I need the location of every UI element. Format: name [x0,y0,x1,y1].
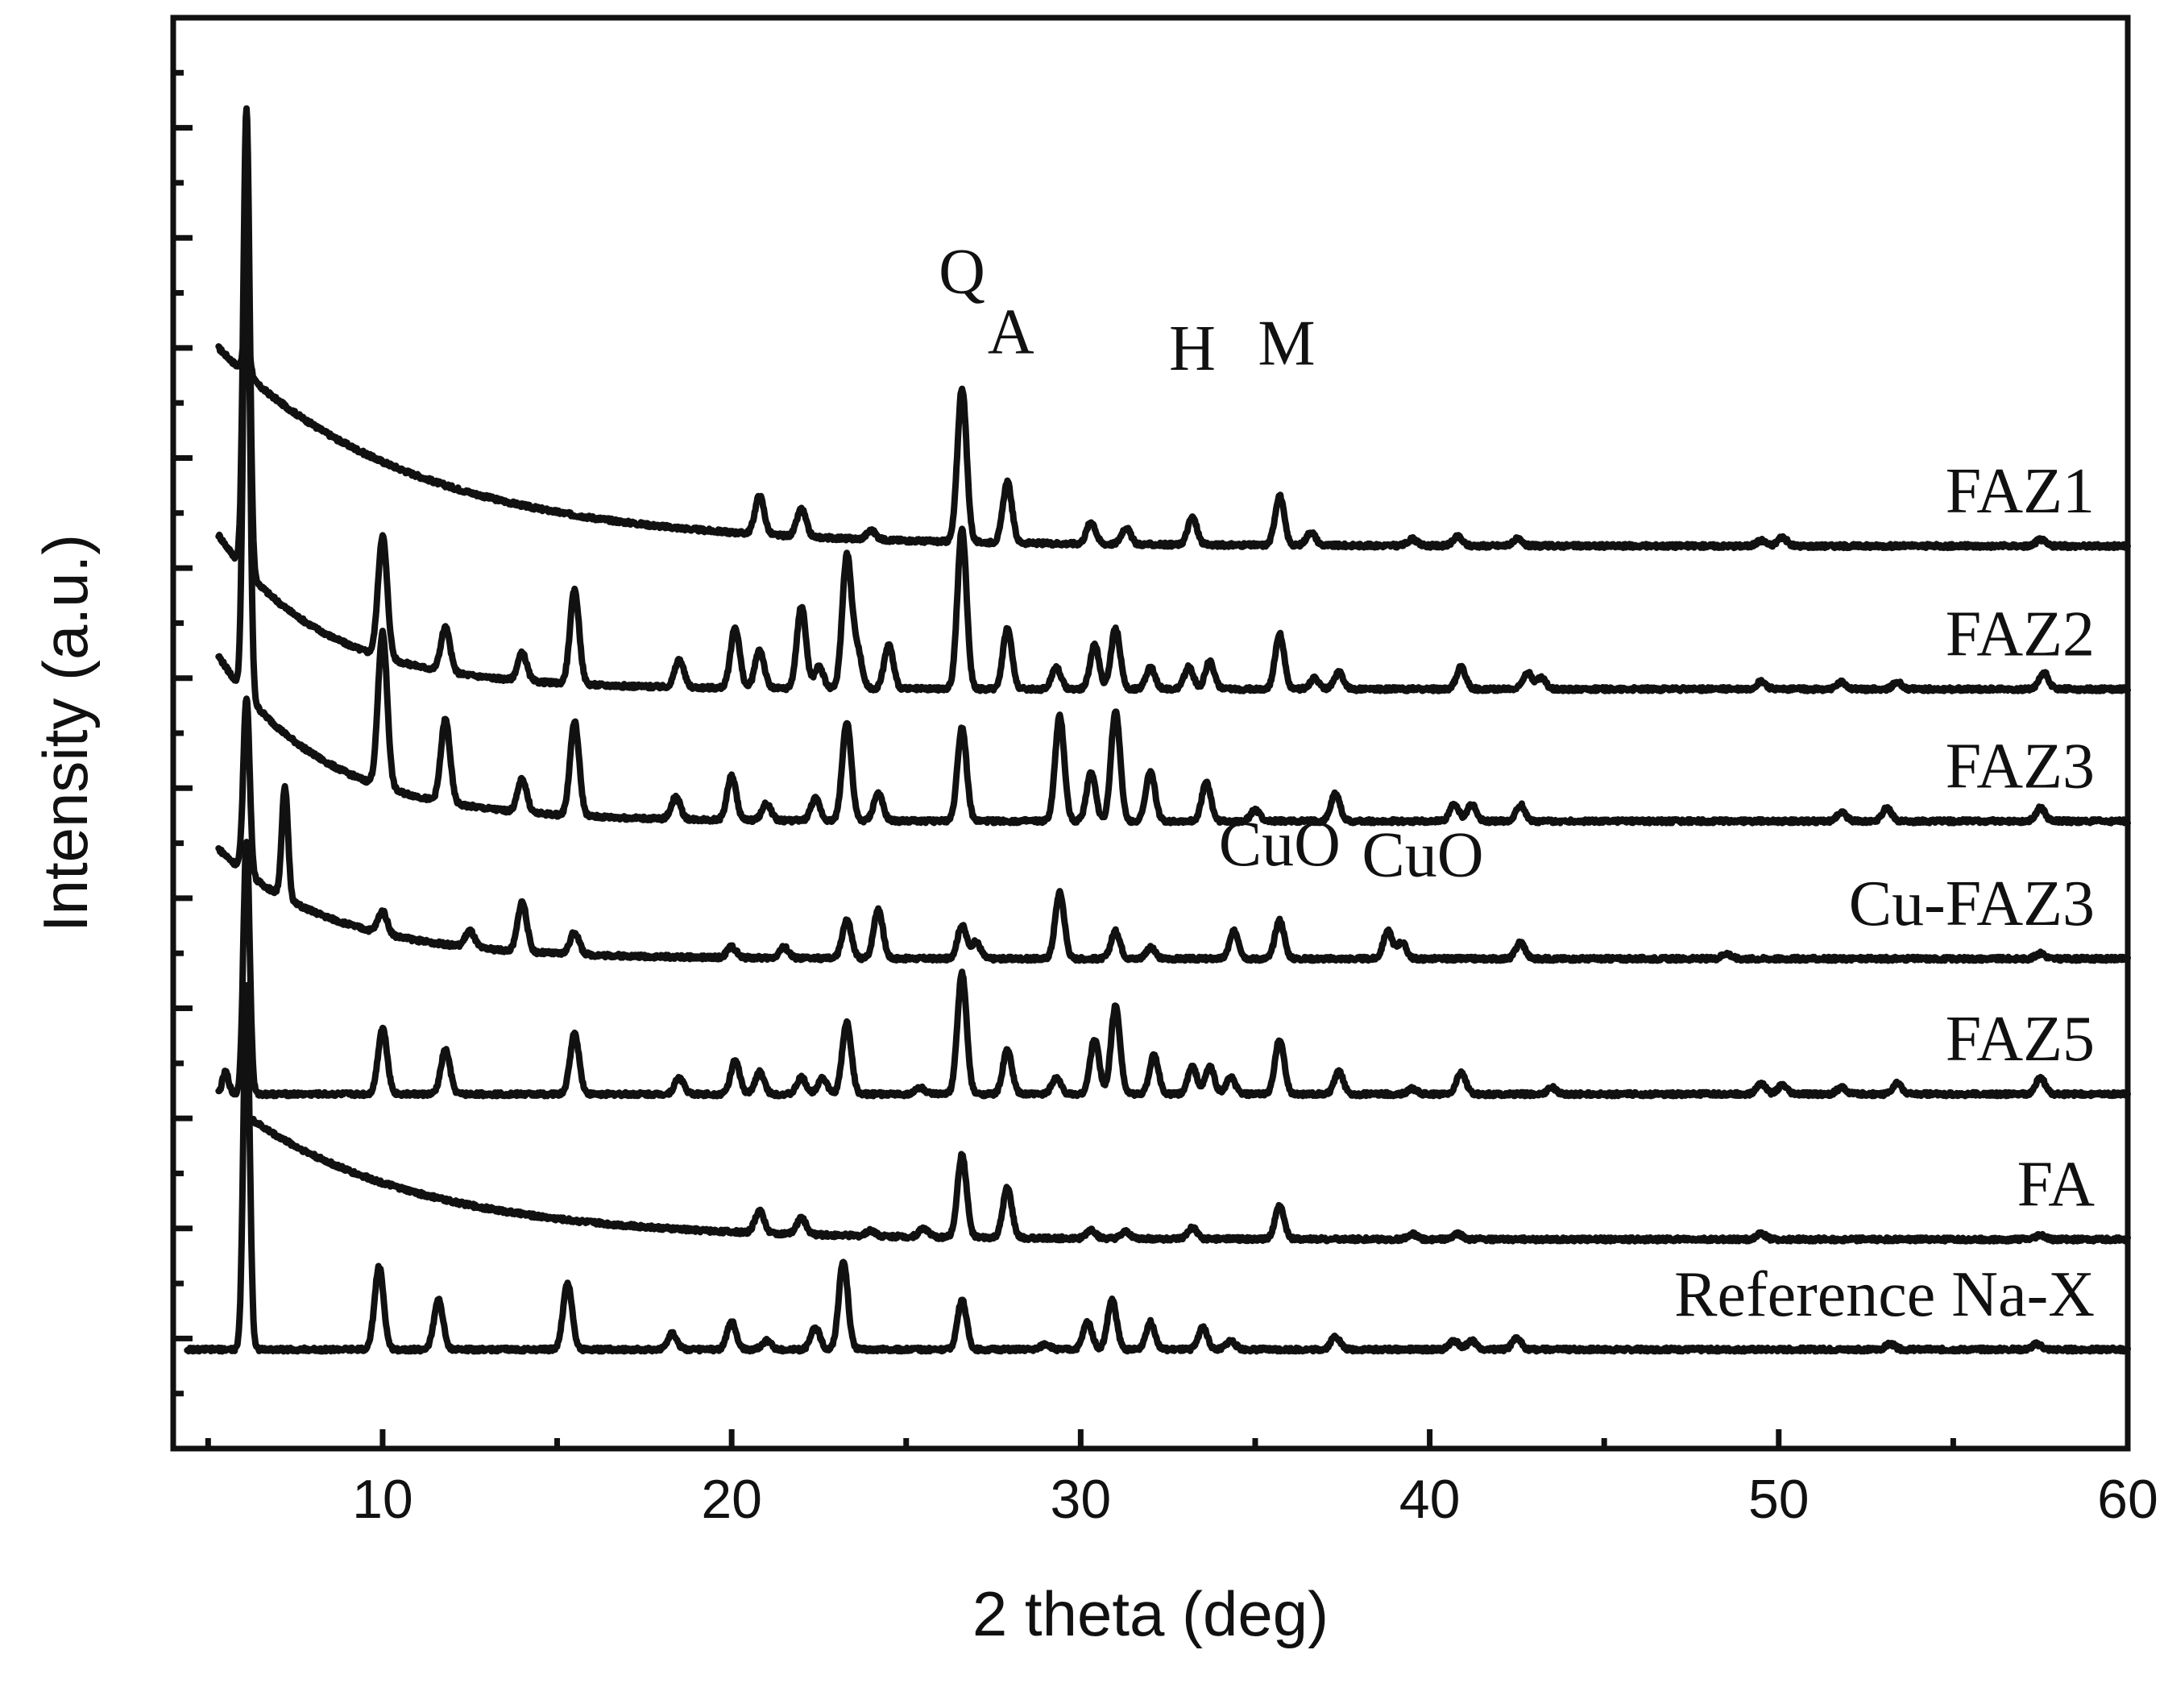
annotation-a: A [988,297,1034,368]
x-tick-label: 30 [1051,1469,1112,1530]
plot-frame [170,15,2131,1452]
annotation-m: M [1258,308,1315,379]
annotation-q: Q [939,237,985,308]
series-label: FAZ2 [1946,599,2095,670]
trace-cu-faz3 [215,695,2131,964]
x-axis-ticks [205,1429,2131,1449]
x-axis-tick-labels: 10 20 30 40 50 60 [352,1469,2158,1530]
series-label: FA [2017,1149,2096,1220]
series-label: FAZ5 [1946,1004,2095,1075]
x-tick-label: 60 [2097,1469,2158,1530]
trace-faz5 [215,839,2131,1100]
y-axis-ticks [173,69,193,1397]
series-label: FAZ3 [1946,731,2095,802]
series-label: Cu-FAZ3 [1849,869,2095,939]
y-axis-title: Intensity (a.u.) [30,534,101,932]
series-labels: FAZ1 FAZ2 FAZ3 Cu-FAZ3 FAZ5 FA Reference Na-X [1674,456,2095,1330]
x-axis-title: 2 theta (deg) [972,1578,1329,1649]
x-tick-label: 50 [1748,1469,1810,1530]
phase-annotations: QA H M CuO CuO [939,237,1483,891]
trace-faz1 [215,328,2131,552]
annotation-h: H [1169,313,1216,384]
xrd-traces [184,105,2131,1355]
x-tick-label: 10 [352,1469,413,1530]
plot-area: 10 20 30 40 50 60 FAZ1 FAZ2 FAZ3 Cu-FAZ3 FAZ5 FA Re… [170,15,2158,1530]
trace-reference-na-x [184,981,2131,1355]
x-tick-label: 40 [1399,1469,1461,1530]
x-tick-label: 20 [701,1469,762,1530]
trace-fa [247,1115,2131,1245]
series-label: Reference Na-X [1674,1259,2095,1330]
trace-faz2 [215,105,2131,694]
annotation-cuo: CuO [1219,809,1341,880]
series-label: FAZ1 [1946,456,2095,527]
trace-faz3 [215,172,2131,827]
annotation-cuo: CuO [1362,820,1483,891]
